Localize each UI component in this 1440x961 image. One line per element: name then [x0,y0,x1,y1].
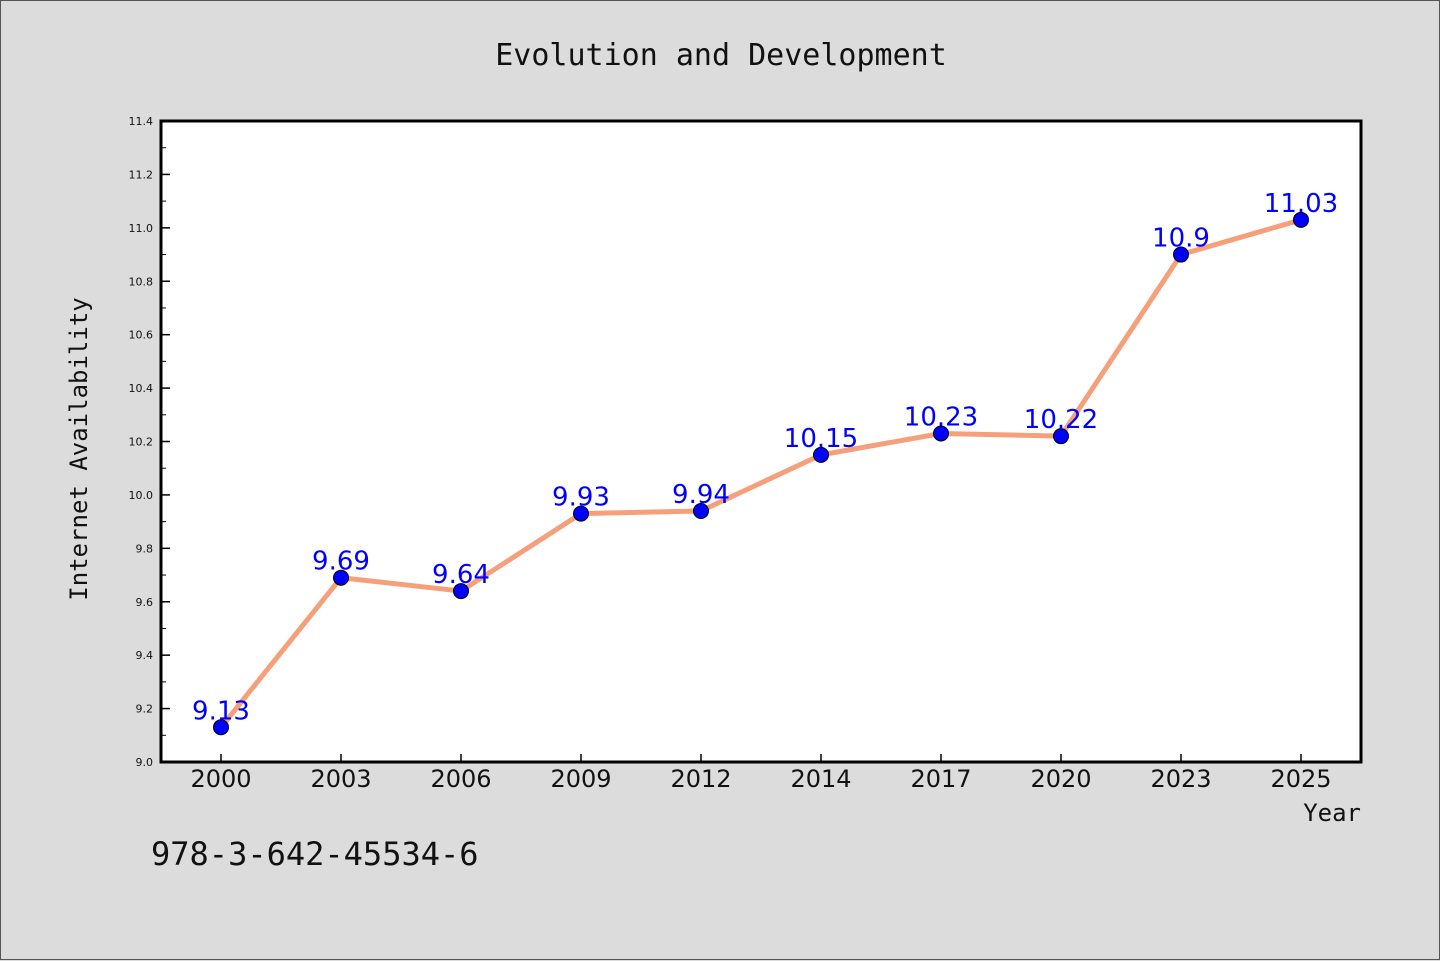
data-point [453,583,469,600]
data-label: 9.69 [312,547,370,577]
data-point [813,446,829,463]
y-tick-label: 10.8 [129,275,154,288]
x-tick-label: 2006 [430,765,491,793]
y-tick-label: 10.4 [129,382,154,395]
y-tick-label: 10.2 [129,436,154,449]
x-tick-label: 2000 [190,765,251,793]
data-label: 10.22 [1024,405,1098,435]
series-line [218,217,1304,730]
data-label: 10.9 [1152,224,1210,254]
x-axis-ticks: 2000 2003 2006 2009 2012 2014 2017 2020 2023 2025 [190,754,1332,793]
y-tick-label: 10.6 [129,329,154,342]
data-point [933,425,949,442]
data-label: 9.93 [552,483,610,513]
y-tick-label: 11.2 [129,168,154,181]
y-tick-label: 9.4 [136,649,154,662]
y-tick-label: 9.2 [136,703,154,716]
x-tick-label: 2003 [310,765,371,793]
data-label: 9.64 [432,560,490,590]
y-tick-label: 9.0 [136,756,154,769]
y-tick-label: 9.6 [136,596,154,609]
data-label: 10.23 [904,402,978,432]
data-point [1293,211,1309,228]
isbn-annotation: 978-3-642-45534-6 [151,835,479,873]
chart-title: Evolution and Development [495,38,947,73]
data-point [693,502,709,519]
x-tick-label: 2009 [550,765,611,793]
y-tick-label: 9.8 [136,542,154,555]
x-tick-label: 2020 [1030,765,1091,793]
plot-area [159,119,1363,764]
y-axis-ticks: 9.0 9.2 9.4 9.6 9.8 10.0 10.2 10.4 10.6 10.8 11.0 1… [129,115,170,769]
data-label: 10.15 [784,424,858,454]
y-tick-label: 11.0 [129,222,154,235]
x-tick-label: 2017 [910,765,971,793]
data-point [1053,428,1069,445]
y-tick-label: 11.4 [129,115,154,128]
y-tick-label: 10.0 [129,489,154,502]
data-point [333,569,349,586]
data-point [573,505,589,522]
x-tick-label: 2023 [1150,765,1211,793]
data-point [1173,246,1189,263]
data-label: 9.13 [192,696,250,726]
x-tick-label: 2014 [790,765,851,793]
data-point [213,719,229,736]
x-tick-label: 2012 [670,765,731,793]
series-group: 9.13 9.69 9.64 9.93 9.94 10.15 10.23 10.22 10.9 1… [192,189,1338,736]
data-label: 11.03 [1264,189,1338,219]
y-axis-label: Internet Availability [65,297,93,600]
x-tick-label: 2025 [1270,765,1331,793]
x-axis-label: Year [1303,799,1361,827]
data-label: 9.94 [672,480,730,510]
